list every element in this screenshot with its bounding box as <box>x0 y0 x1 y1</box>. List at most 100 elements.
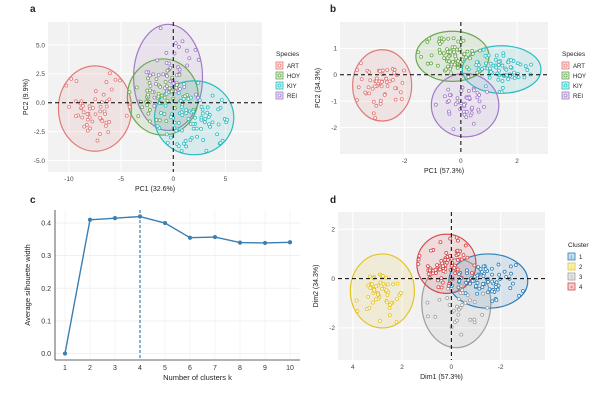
point-ART <box>378 69 382 74</box>
point-KIY <box>196 81 201 85</box>
point-ART <box>109 87 114 92</box>
point-ART <box>367 70 372 75</box>
point-ART <box>355 68 360 72</box>
point-2 <box>368 274 372 279</box>
point-4 <box>455 267 460 272</box>
point-ART <box>370 86 375 91</box>
point-REI <box>144 70 149 75</box>
point-HOY <box>154 77 159 81</box>
point-HOY <box>451 36 456 41</box>
point-REI <box>193 48 198 52</box>
point-ART <box>93 89 98 94</box>
legend-entry-3: 3 <box>579 275 583 281</box>
point-1 <box>481 274 486 278</box>
y-tick-label: -2 <box>329 325 335 332</box>
point-REI <box>154 81 158 86</box>
point-1 <box>483 267 488 272</box>
point-REI <box>148 83 153 88</box>
point-4 <box>416 262 421 266</box>
legend: Cluster 1 1 2 2 3 3 4 4 <box>567 242 589 291</box>
x-axis-label: Number of clusters k <box>163 373 232 382</box>
legend-entry-1: 1 <box>579 255 583 261</box>
point-1 <box>456 285 461 290</box>
point-KIY <box>195 134 199 139</box>
point-HOY <box>448 66 453 71</box>
point-KIY <box>176 91 181 95</box>
point-KIY <box>476 63 481 67</box>
point-HOY <box>445 56 450 61</box>
y-axis-label: Average silhouette width <box>23 244 32 326</box>
point-KIY <box>176 121 181 125</box>
point-ART <box>385 68 390 72</box>
point-HOY <box>146 111 151 116</box>
point-4 <box>440 261 445 266</box>
point-1 <box>502 269 507 274</box>
y-tick-label: 0 <box>333 72 337 79</box>
legend-title: Species <box>562 51 586 58</box>
point-1 <box>457 279 462 283</box>
point-ART <box>379 80 384 84</box>
point-4 <box>453 271 458 276</box>
point-KIY <box>494 65 499 70</box>
point-ART <box>85 128 90 133</box>
point-4 <box>452 266 457 270</box>
point-3 <box>454 318 459 323</box>
point-4 <box>470 271 474 275</box>
point-3 <box>456 297 461 301</box>
legend-entry-ART: ART <box>573 64 585 70</box>
point-2 <box>367 306 372 311</box>
point-3 <box>437 297 442 302</box>
point-REI <box>477 99 482 104</box>
point-ART <box>127 105 132 109</box>
point-KIY <box>529 62 533 67</box>
point-ART <box>100 119 105 123</box>
silhouette-point <box>62 351 68 356</box>
point-HOY <box>452 45 457 50</box>
point-ART <box>102 109 107 114</box>
point-1 <box>496 262 501 267</box>
point-HOY <box>416 50 421 55</box>
point-REI <box>180 39 185 44</box>
point-KIY <box>486 53 491 58</box>
point-REI <box>173 41 178 46</box>
point-4 <box>456 238 460 243</box>
point-HOY <box>468 56 472 61</box>
y-tick-label: 2 <box>331 227 335 234</box>
y-axis-label: PC2 (34.3%) <box>315 68 322 108</box>
point-ART <box>392 71 397 75</box>
point-REI <box>464 109 469 114</box>
point-REI <box>475 95 480 100</box>
legend-key-point <box>277 73 282 78</box>
point-REI <box>196 95 200 100</box>
point-ART <box>384 76 389 81</box>
point-HOY <box>157 118 162 123</box>
point-REI <box>177 44 181 49</box>
point-KIY <box>481 47 486 52</box>
y-tick-label: 2.5 <box>36 71 45 78</box>
point-4 <box>461 253 466 257</box>
point-2 <box>370 282 374 287</box>
point-REI <box>155 58 160 63</box>
point-HOY <box>164 119 169 124</box>
y-tick-label: 0 <box>331 276 335 283</box>
panel-a: -10 -5 0 5 -5.0 -2.5 0.0 2.5 5.0 PC1 (32.6%) PC2 (… <box>23 22 300 193</box>
point-1 <box>504 274 509 279</box>
point-KIY <box>506 60 511 65</box>
point-HOY <box>147 119 152 124</box>
point-3 <box>447 303 452 307</box>
point-2 <box>370 300 375 305</box>
point-HOY <box>449 71 453 76</box>
point-1 <box>513 263 518 267</box>
point-4 <box>440 280 445 285</box>
x-tick-label: 10 <box>286 365 294 372</box>
point-HOY <box>163 80 168 84</box>
point-ART <box>400 80 405 85</box>
point-HOY <box>442 56 447 60</box>
silhouette-point <box>112 216 118 221</box>
point-1 <box>490 279 495 284</box>
point-KIY <box>515 61 520 66</box>
point-ART <box>371 111 376 116</box>
x-tick-label: 4 <box>138 365 142 372</box>
point-HOY <box>448 50 453 55</box>
